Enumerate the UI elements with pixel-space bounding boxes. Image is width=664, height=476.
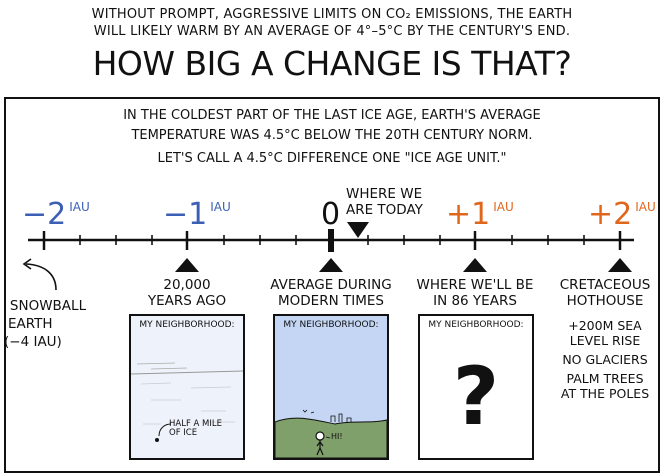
ago-label: 20,000 years ago xyxy=(147,277,227,309)
iau-label-minus-2: −2 IAU xyxy=(22,197,90,232)
cretaceous-facts: +200m sea level rise No glaciers Palm tre… xyxy=(560,318,650,401)
marker-triangle-cretaceous xyxy=(608,258,632,272)
header-line-2: will likely warm by an average of 4°–5°C… xyxy=(93,24,571,39)
ice-sheet-drawing xyxy=(131,362,243,442)
intro-line-1: In the coldest part of the last ice age,… xyxy=(123,108,541,123)
panel-title: My neighborhood: xyxy=(428,320,524,330)
marker-triangle-future xyxy=(463,258,487,272)
panel-title: My neighborhood: xyxy=(139,320,235,330)
future-label: Where we'll be in 86 years xyxy=(416,277,534,309)
speech-hi: Hi! xyxy=(331,432,343,441)
iau-label-zero: 0 xyxy=(321,197,341,232)
iau-label-plus-2: +2 IAU xyxy=(588,197,656,232)
ice-caption: Half a mile of ice xyxy=(169,419,222,438)
landscape-drawing xyxy=(275,409,387,458)
marker-triangle-modern xyxy=(319,258,343,272)
snowball-label: Snowball Earth (−4 IAU) xyxy=(4,298,87,350)
panel-modern: My neighborhood: Hi! xyxy=(273,314,389,460)
panel-ice-age: My neighborhood: Half a mile of ice xyxy=(129,314,245,460)
comic-panel-frame xyxy=(4,97,660,473)
intro-line-3: Let's call a 4.5°C difference one "Ice A… xyxy=(157,151,507,166)
marker-triangle-ago xyxy=(175,258,199,272)
snowball-arrow xyxy=(25,263,57,291)
question-mark: ? xyxy=(452,350,500,443)
today-marker-triangle xyxy=(347,222,369,238)
panel-future: My neighborhood: ? xyxy=(418,314,534,460)
stick-figure-head xyxy=(315,431,325,441)
cretaceous-label: Cretaceous hothouse xyxy=(559,277,651,309)
iau-label-minus-1: −1 IAU xyxy=(163,197,231,232)
modern-label: Average during modern times xyxy=(270,277,392,309)
panel-title: My neighborhood: xyxy=(283,320,379,330)
iau-label-plus-1: +1 IAU xyxy=(446,197,514,232)
today-label: Where we are today xyxy=(346,186,423,218)
header-line-1: Without prompt, aggressive limits on CO₂… xyxy=(91,7,573,22)
intro-line-2: temperature was 4.5°C below the 20th cen… xyxy=(131,128,533,143)
comic-title: How big a change is that? xyxy=(92,44,572,83)
tick-zero xyxy=(328,229,334,252)
